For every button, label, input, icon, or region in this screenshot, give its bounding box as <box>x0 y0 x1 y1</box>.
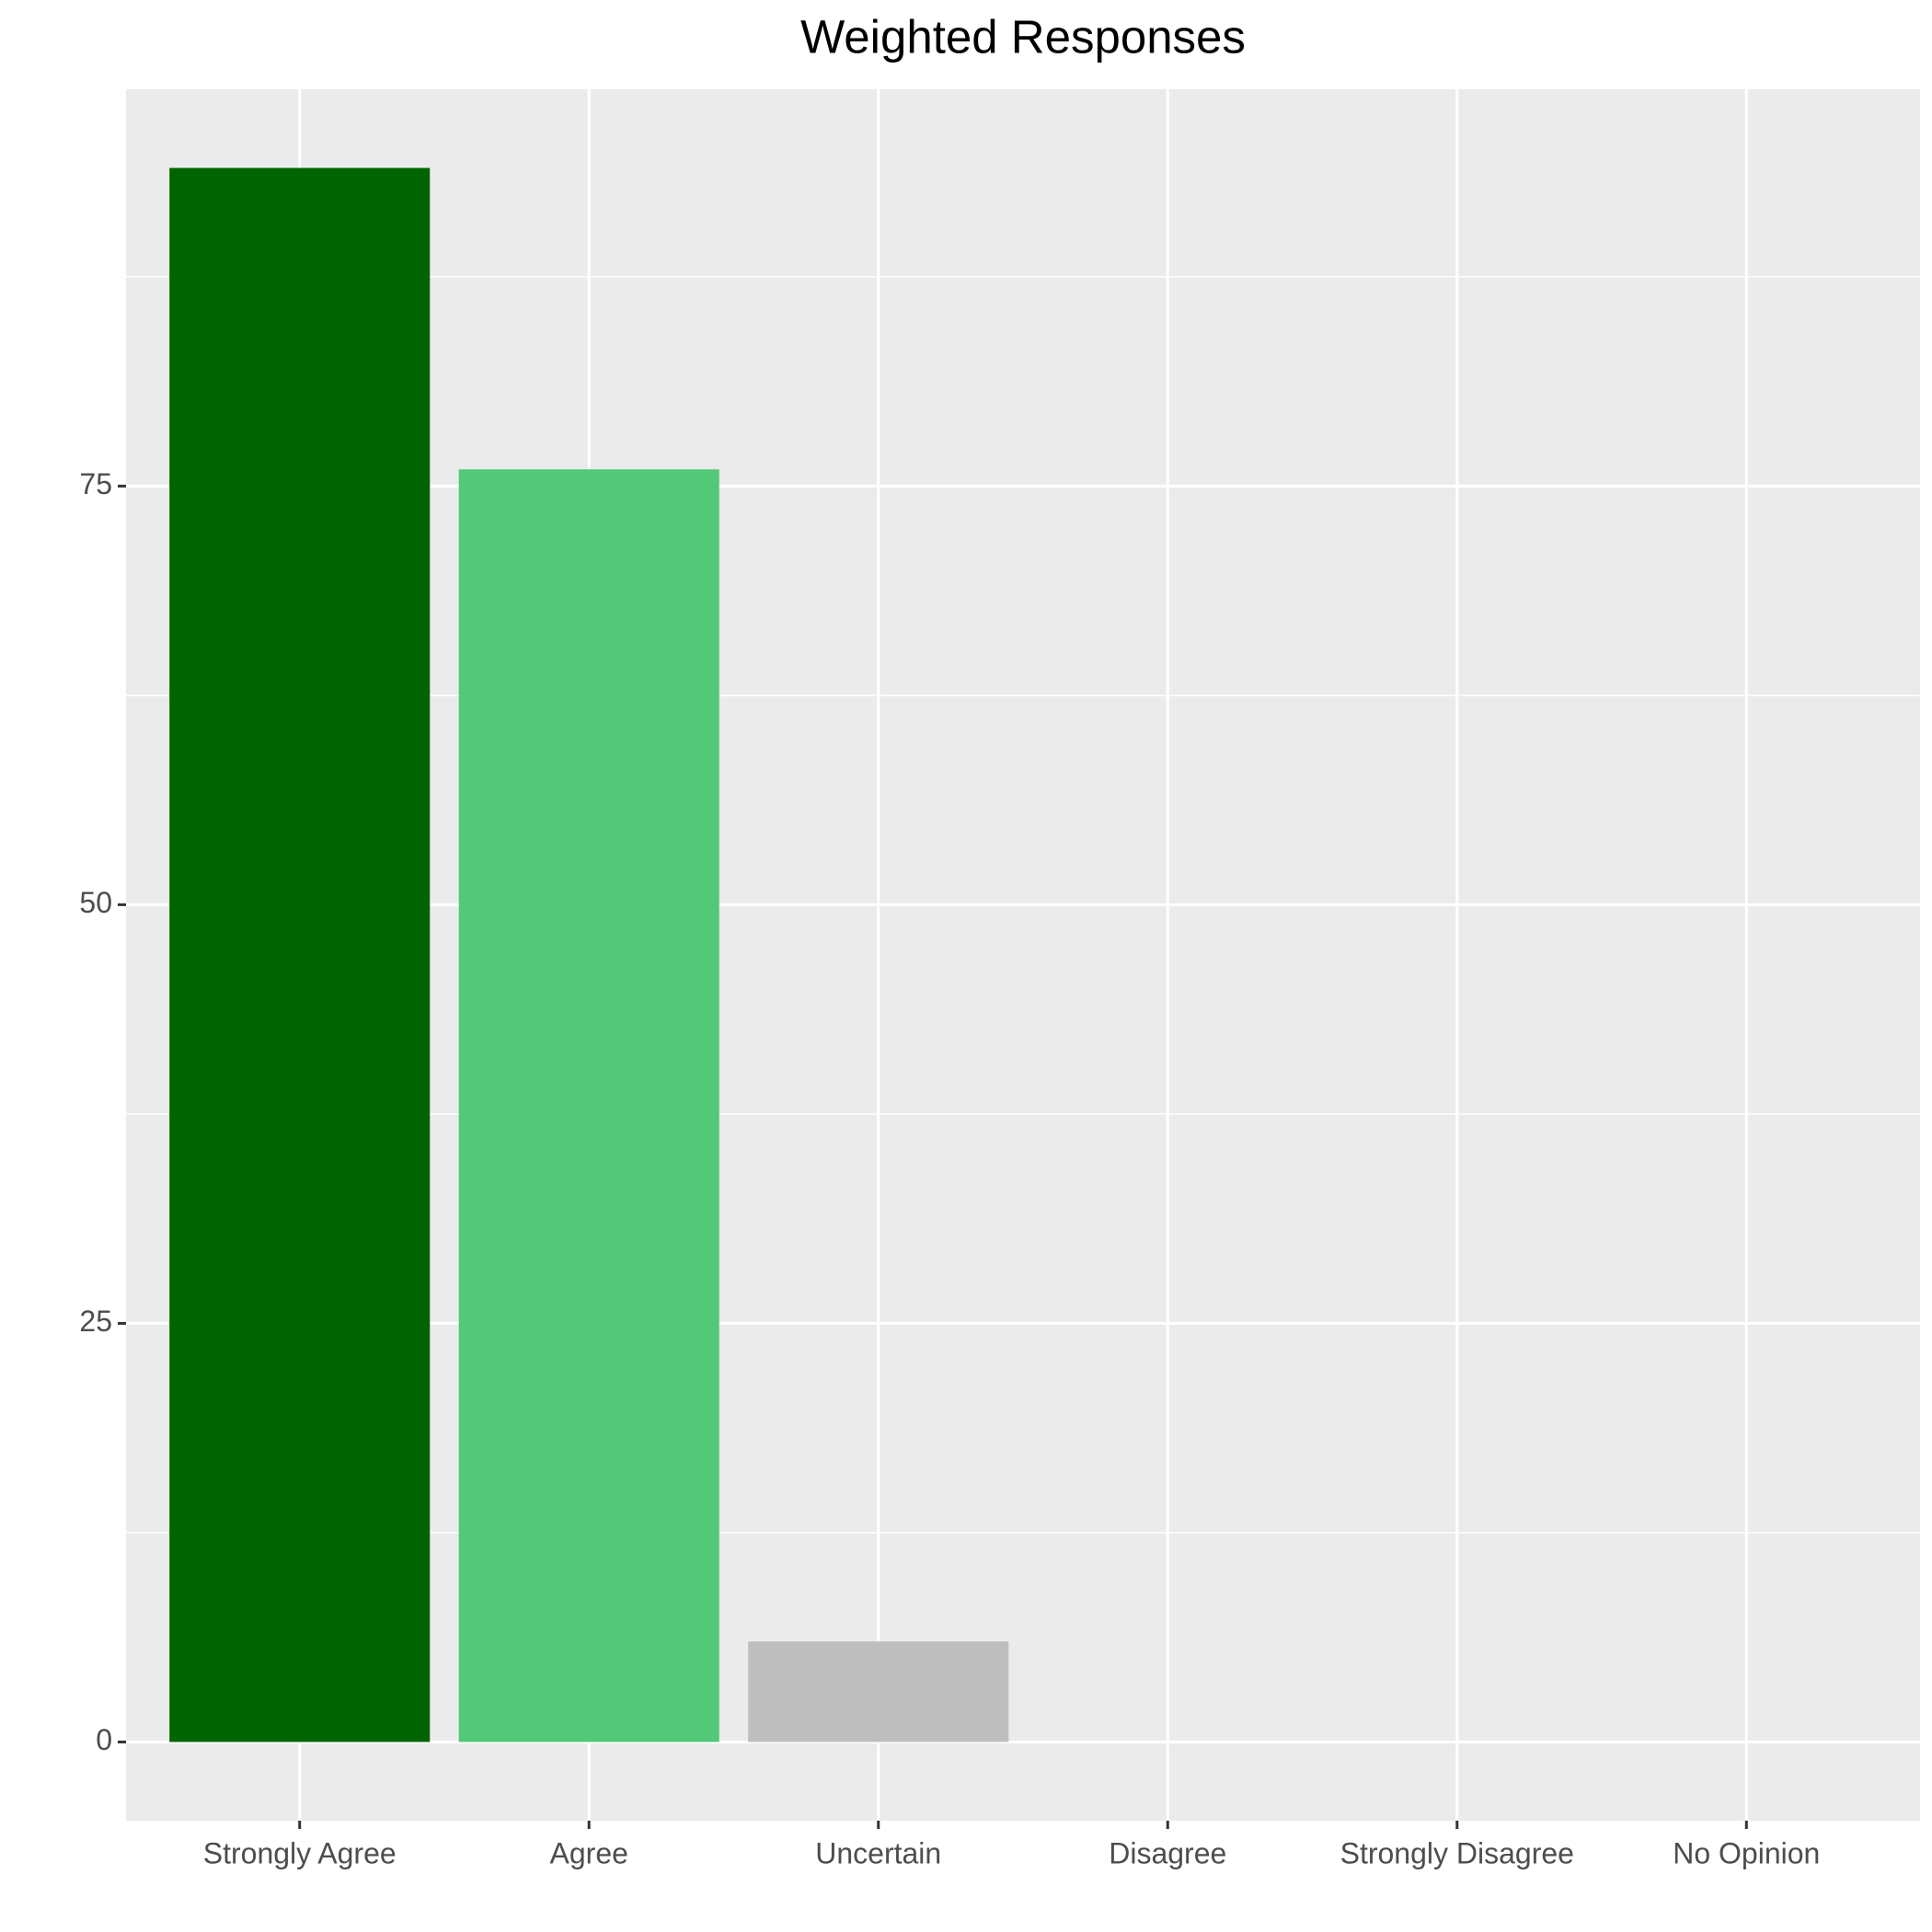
bar <box>458 469 719 1742</box>
y-tick-label: 0 <box>96 1723 112 1756</box>
x-tick-label: Strongly Agree <box>203 1836 397 1869</box>
x-tick-label: Uncertain <box>815 1836 941 1869</box>
x-tick-label: No Opinion <box>1673 1836 1820 1869</box>
chart-title: Weighted Responses <box>800 10 1246 63</box>
bars <box>169 167 1009 1742</box>
y-tick-label: 75 <box>79 467 112 500</box>
x-tick-label: Disagree <box>1109 1836 1226 1869</box>
y-tick-label: 50 <box>79 886 112 919</box>
y-tick-label: 25 <box>79 1305 112 1338</box>
bar <box>169 167 431 1742</box>
x-tick-label: Agree <box>550 1836 628 1869</box>
bar <box>748 1641 1009 1742</box>
x-tick-label: Strongly Disagree <box>1340 1836 1574 1869</box>
axes: 0 25 50 75 Strongly Agree Agree Uncertain Disag… <box>79 467 1820 1870</box>
